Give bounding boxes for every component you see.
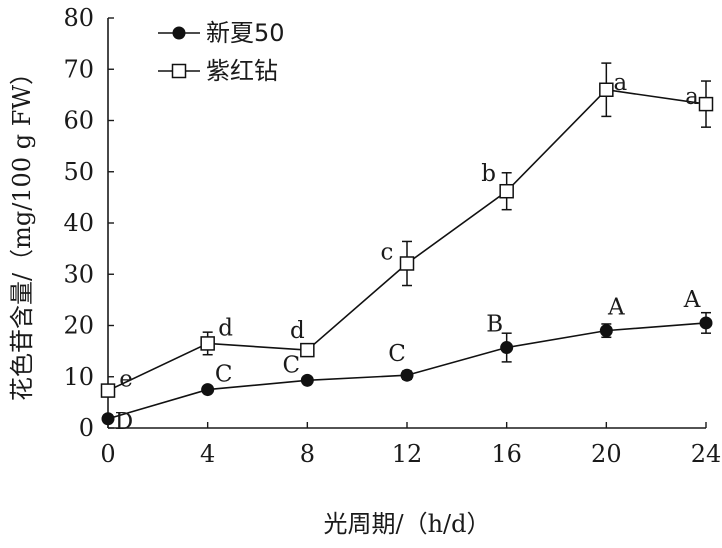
data-point <box>400 368 414 382</box>
data-label: a <box>685 84 699 110</box>
y-tick-label: 60 <box>63 107 94 135</box>
y-tick-labels: 0 10 20 30 40 50 60 70 80 <box>63 4 94 442</box>
data-point <box>499 183 514 199</box>
legend: 新夏50 紫红钻 <box>158 19 285 85</box>
data-label: c <box>381 239 394 265</box>
series-group: D C C C B A Ae d d c b a a <box>100 62 714 435</box>
data-point <box>698 96 714 112</box>
x-tick-label: 16 <box>491 440 522 468</box>
data-point <box>200 336 215 351</box>
data-label: B <box>486 312 503 338</box>
data-point <box>599 324 613 338</box>
data-point <box>300 342 315 358</box>
y-tick-label: 0 <box>79 414 94 442</box>
data-label: C <box>283 352 301 378</box>
data-label: C <box>215 362 233 388</box>
series-zihongzuan: e d d c b a a <box>100 62 714 398</box>
x-tick-label: 20 <box>591 440 622 468</box>
data-label: d <box>218 315 233 341</box>
data-label: a <box>613 70 627 96</box>
y-tick-label: 70 <box>63 55 94 83</box>
legend-marker <box>171 63 187 79</box>
data-label: b <box>481 161 496 187</box>
legend-label: 紫红钻 <box>206 57 278 85</box>
y-tick-label: 40 <box>63 209 94 237</box>
data-point <box>500 341 514 355</box>
x-tick-label: 12 <box>392 440 423 468</box>
data-point <box>399 256 415 271</box>
legend-item: 紫红钻 <box>158 57 278 85</box>
data-point <box>599 82 614 97</box>
x-axis-title: 光周期/（h/d） <box>324 510 491 538</box>
legend-marker <box>172 26 186 40</box>
x-tick-labels: 0 4 8 12 16 20 24 <box>100 440 721 468</box>
series-xinxia50: D C C C B A A <box>101 287 713 435</box>
y-tick-label: 80 <box>63 4 94 32</box>
data-label: C <box>388 341 406 367</box>
x-tick-label: 4 <box>200 440 215 468</box>
data-label: d <box>290 318 305 344</box>
y-axis-title: 花色苷含量/（mg/100 g FW） <box>8 61 36 401</box>
data-point <box>101 412 115 426</box>
legend-label: 新夏50 <box>206 19 285 47</box>
data-point <box>300 373 314 387</box>
x-tick-label: 0 <box>100 440 115 468</box>
y-tick-label: 20 <box>63 312 94 340</box>
data-label: e <box>119 367 133 393</box>
y-tick-label: 30 <box>63 260 94 288</box>
x-tick-label: 8 <box>300 440 315 468</box>
series-line <box>107 88 707 392</box>
axes <box>107 17 707 429</box>
data-point <box>100 383 116 398</box>
legend-item: 新夏50 <box>158 19 285 47</box>
y-tick-label: 10 <box>63 363 94 391</box>
data-label: A <box>607 295 625 321</box>
data-label: A <box>683 287 701 313</box>
data-point <box>201 383 215 397</box>
x-tick-label: 24 <box>691 440 722 468</box>
y-tick-label: 50 <box>63 158 94 186</box>
data-label: D <box>115 409 133 435</box>
data-point <box>699 316 713 330</box>
